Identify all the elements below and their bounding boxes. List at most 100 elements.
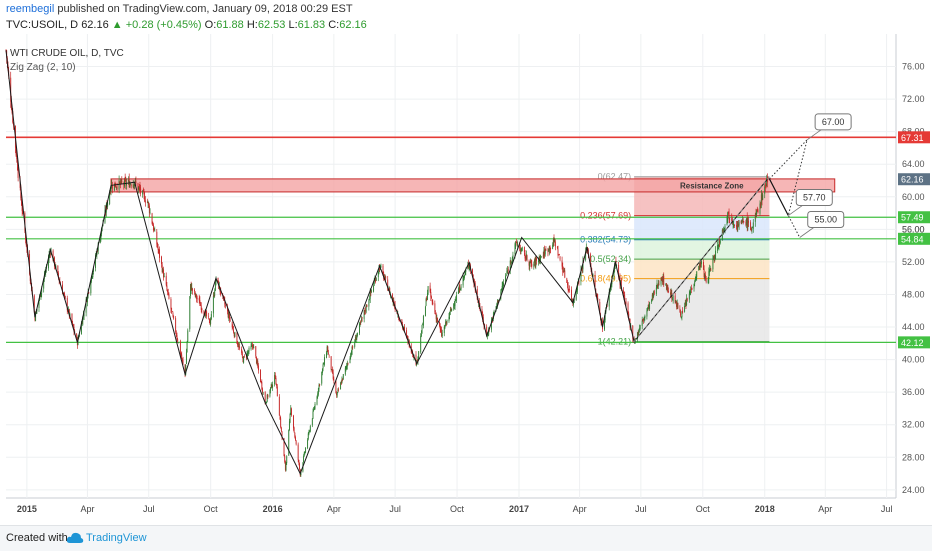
candle-body[interactable] xyxy=(17,170,19,178)
candle-body[interactable] xyxy=(71,313,73,324)
candle-body[interactable] xyxy=(501,288,502,291)
candle-body[interactable] xyxy=(132,183,134,188)
candle-body[interactable] xyxy=(430,292,432,298)
candle-body[interactable] xyxy=(385,276,387,279)
candle-body[interactable] xyxy=(323,357,325,365)
candle-body[interactable] xyxy=(238,346,240,347)
candle-body[interactable] xyxy=(742,219,744,224)
candle-body[interactable] xyxy=(684,306,686,312)
candle-body[interactable] xyxy=(99,238,101,244)
candle-body[interactable] xyxy=(158,249,160,251)
candle-body[interactable] xyxy=(487,334,489,336)
candle-body[interactable] xyxy=(257,361,259,367)
candle-body[interactable] xyxy=(295,440,297,445)
candle-body[interactable] xyxy=(465,269,467,272)
candle-body[interactable] xyxy=(657,284,659,287)
candle-body[interactable] xyxy=(144,195,146,202)
candle-body[interactable] xyxy=(703,268,705,277)
candle-body[interactable] xyxy=(505,276,506,283)
candle-body[interactable] xyxy=(163,275,165,277)
candle-body[interactable] xyxy=(746,217,748,227)
candle-body[interactable] xyxy=(373,281,375,285)
candle-body[interactable] xyxy=(464,272,466,274)
candle-body[interactable] xyxy=(10,101,12,110)
candle-body[interactable] xyxy=(670,292,672,296)
candle-body[interactable] xyxy=(581,268,583,270)
candle-body[interactable] xyxy=(285,462,287,471)
candle-body[interactable] xyxy=(231,322,233,328)
candle-body[interactable] xyxy=(521,248,523,251)
candle-body[interactable] xyxy=(387,279,389,291)
candle-body[interactable] xyxy=(426,298,428,301)
candle-body[interactable] xyxy=(210,320,212,324)
candle-body[interactable] xyxy=(724,226,726,230)
candle-body[interactable] xyxy=(457,291,459,294)
candle-body[interactable] xyxy=(328,352,329,354)
candle-body[interactable] xyxy=(705,274,706,279)
candle-body[interactable] xyxy=(148,203,150,205)
candle-body[interactable] xyxy=(523,247,525,253)
candle-body[interactable] xyxy=(764,184,766,187)
candle-body[interactable] xyxy=(134,183,136,187)
candle-body[interactable] xyxy=(262,388,263,393)
candle-body[interactable] xyxy=(64,295,66,299)
candle-body[interactable] xyxy=(214,280,216,291)
candle-body[interactable] xyxy=(147,201,149,204)
candle-body[interactable] xyxy=(756,210,758,215)
candle-body[interactable] xyxy=(451,308,453,312)
candle-body[interactable] xyxy=(578,281,580,283)
candle-body[interactable] xyxy=(139,186,141,190)
candle-body[interactable] xyxy=(138,185,140,188)
candle-body[interactable] xyxy=(642,319,644,321)
candle-body[interactable] xyxy=(417,356,419,362)
candle-body[interactable] xyxy=(497,300,499,303)
candle-body[interactable] xyxy=(608,291,610,307)
candle-body[interactable] xyxy=(270,387,272,391)
candle-body[interactable] xyxy=(689,291,691,294)
candle-body[interactable] xyxy=(552,239,554,246)
candle-body[interactable] xyxy=(313,409,315,411)
candle-body[interactable] xyxy=(126,182,127,186)
candle-body[interactable] xyxy=(750,228,752,230)
candle-body[interactable] xyxy=(426,293,428,300)
candle-body[interactable] xyxy=(322,364,324,369)
candle-body[interactable] xyxy=(735,225,737,227)
candle-body[interactable] xyxy=(455,295,457,301)
candle-body[interactable] xyxy=(512,254,514,258)
candle-body[interactable] xyxy=(443,326,445,334)
candle-body[interactable] xyxy=(276,383,278,386)
candle-body[interactable] xyxy=(196,297,198,300)
candle-body[interactable] xyxy=(204,314,206,317)
candle-body[interactable] xyxy=(627,303,629,315)
candle-body[interactable] xyxy=(38,299,40,308)
candle-body[interactable] xyxy=(676,303,678,307)
candle-body[interactable] xyxy=(486,335,488,337)
candle-body[interactable] xyxy=(171,307,173,311)
candle-body[interactable] xyxy=(326,346,328,354)
candle-body[interactable] xyxy=(731,218,733,221)
candle-body[interactable] xyxy=(557,249,559,256)
candle-body[interactable] xyxy=(179,341,181,354)
candle-body[interactable] xyxy=(53,257,55,262)
candle-body[interactable] xyxy=(760,194,762,205)
candle-body[interactable] xyxy=(194,289,195,292)
candle-body[interactable] xyxy=(120,179,122,183)
candle-body[interactable] xyxy=(680,311,682,316)
candle-body[interactable] xyxy=(742,219,743,222)
candle-body[interactable] xyxy=(307,433,309,439)
candle-body[interactable] xyxy=(646,310,648,317)
candle-body[interactable] xyxy=(526,255,528,261)
candle-body[interactable] xyxy=(568,289,570,291)
candle-body[interactable] xyxy=(323,363,325,365)
candle-body[interactable] xyxy=(467,264,469,270)
candle-body[interactable] xyxy=(208,316,210,318)
candle-body[interactable] xyxy=(350,353,352,358)
candle-body[interactable] xyxy=(68,309,70,317)
candle-body[interactable] xyxy=(715,250,717,260)
candle-body[interactable] xyxy=(336,393,338,396)
candle-body[interactable] xyxy=(624,295,626,301)
candle-body[interactable] xyxy=(695,276,697,279)
candle-body[interactable] xyxy=(200,304,202,306)
candle-body[interactable] xyxy=(104,209,106,223)
candle-body[interactable] xyxy=(421,325,423,334)
